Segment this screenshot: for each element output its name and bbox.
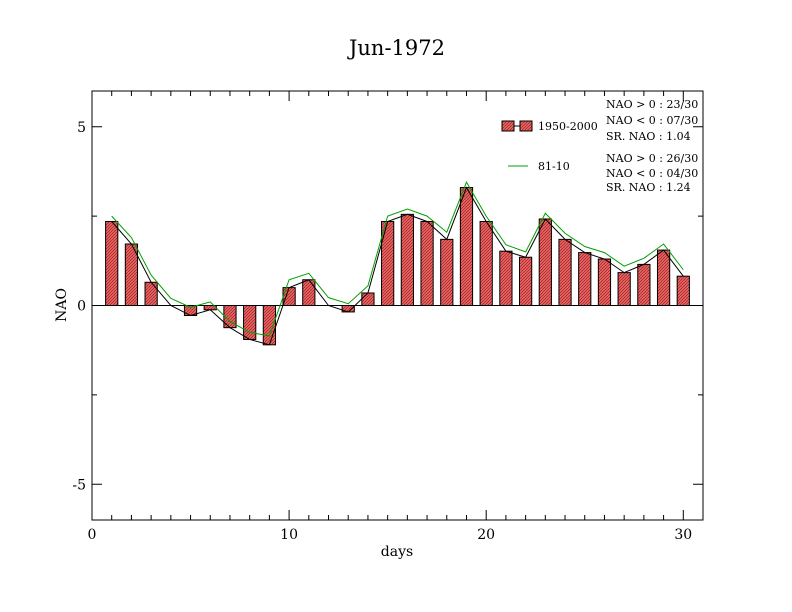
legend-stat-2-3: SR. NAO : 1.24 — [606, 181, 691, 194]
bar-day-3 — [144, 281, 158, 307]
bar-day-17 — [420, 220, 434, 306]
series-1950-2000-line — [111, 186, 684, 346]
bar-day-10 — [282, 287, 296, 306]
bar-day-21 — [499, 250, 513, 307]
bar-day-29 — [656, 249, 671, 306]
legend: 1950-2000 NAO > 0 : 23/30 NAO < 0 : 07/3… — [501, 98, 698, 194]
bar-day-26 — [597, 258, 612, 306]
legend-stat-1-2: NAO < 0 : 07/30 — [606, 114, 698, 127]
legend-label-series-1: 1950-2000 — [538, 120, 598, 133]
legend-stat-1-3: SR. NAO : 1.04 — [606, 130, 691, 143]
bar-day-14 — [361, 292, 375, 306]
y-tick-label-5: 5 — [77, 120, 86, 136]
y-tick-label--5: -5 — [72, 477, 86, 493]
x-tick-label-30: 30 — [674, 527, 692, 543]
bar-day-15 — [381, 220, 395, 306]
x-tick-label-10: 10 — [280, 527, 298, 543]
bar-day-22 — [519, 256, 533, 306]
bar-layer — [92, 187, 703, 346]
bar-day-25 — [578, 252, 592, 306]
bar-day-20 — [479, 220, 493, 306]
line-layer — [111, 181, 684, 346]
x-tick-label-20: 20 — [477, 527, 495, 543]
bar-day-23 — [538, 218, 552, 306]
x-axis: 0 10 20 30 — [88, 91, 692, 543]
bar-day-1 — [105, 220, 119, 306]
bar-day-8 — [243, 305, 257, 340]
bar-day-24 — [558, 238, 572, 306]
legend-swatch-bar-right — [519, 120, 533, 132]
legend-label-series-2: 81-10 — [538, 160, 570, 173]
x-tick-label-0: 0 — [88, 527, 97, 543]
bar-day-27 — [617, 272, 631, 306]
x-axis-label: days — [381, 544, 413, 560]
bar-day-28 — [637, 263, 651, 307]
bar-day-11 — [302, 279, 316, 307]
bar-day-18 — [440, 238, 454, 306]
legend-stat-2-1: NAO > 0 : 26/30 — [606, 152, 698, 165]
legend-stat-1-1: NAO > 0 : 23/30 — [606, 98, 698, 111]
bar-day-30 — [676, 275, 690, 306]
legend-stat-2-2: NAO < 0 : 04/30 — [606, 167, 698, 180]
legend-swatch-bar-left — [501, 120, 515, 132]
bar-day-16 — [400, 213, 414, 306]
bar-day-19 — [459, 187, 474, 306]
y-axis-label: NAO — [54, 288, 70, 322]
series-81-10-line — [111, 181, 684, 337]
y-axis: -5 0 5 — [72, 120, 703, 493]
y-tick-label-0: 0 — [77, 299, 86, 315]
chart-title: Jun-1972 — [347, 36, 445, 60]
